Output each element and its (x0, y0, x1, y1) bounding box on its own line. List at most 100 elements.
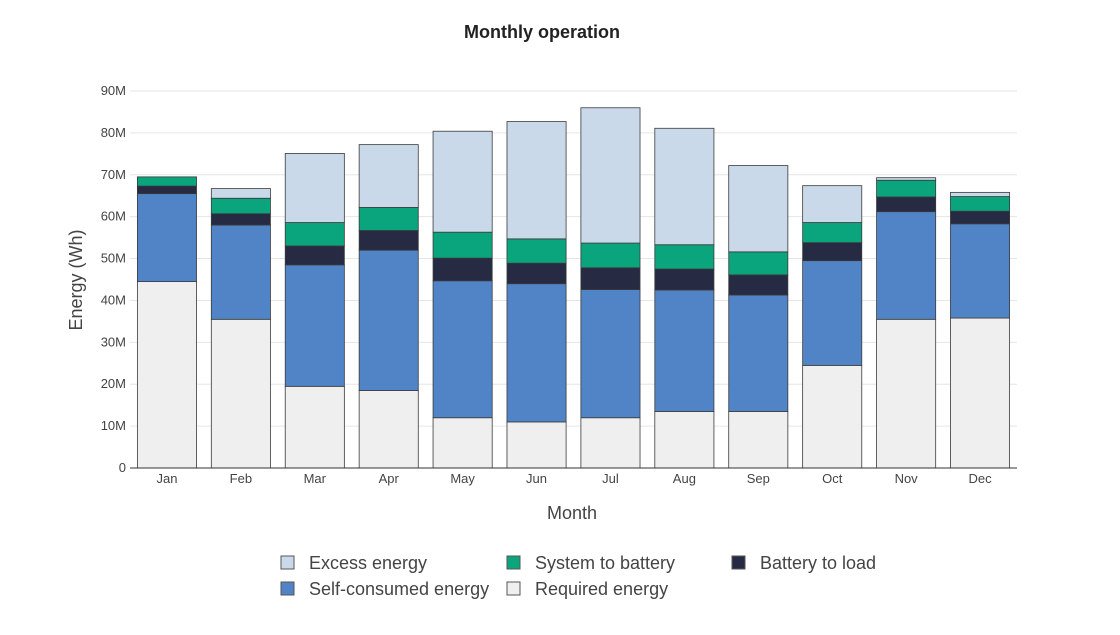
x-tick-label-may: May (450, 471, 475, 486)
bar-system-to-battery-jun (506, 238, 567, 264)
legend-label-system-to-battery: System to battery (535, 553, 675, 573)
bar-self-consumed-energy-dec (950, 223, 1011, 319)
bar-battery-to-load-jan (136, 185, 197, 195)
bar-self-consumed-energy-feb (210, 224, 271, 320)
bar-system-to-battery-dec (950, 196, 1011, 212)
bar-system-to-battery-feb (210, 197, 271, 215)
legend-label-battery-to-load: Battery to load (760, 553, 876, 573)
y-tick-label: 90M (101, 83, 126, 98)
legend-swatch-required-energy (506, 581, 521, 596)
bar-battery-to-load-jun (506, 262, 567, 285)
bar-self-consumed-energy-mar (284, 264, 345, 387)
bar-battery-to-load-oct (802, 242, 863, 262)
bar-required-energy-mar (284, 385, 345, 469)
bar-required-energy-feb (210, 318, 271, 469)
bar-battery-to-load-aug (654, 268, 715, 291)
bar-required-energy-jul (580, 417, 641, 469)
legend-swatch-excess-energy (280, 555, 295, 570)
bar-system-to-battery-apr (358, 207, 419, 231)
x-tick-label-sep: Sep (747, 471, 770, 486)
bar-self-consumed-energy-nov (876, 211, 937, 320)
y-tick-label: 0 (119, 460, 126, 475)
legend-swatch-self-consumed-energy (280, 581, 295, 596)
x-tick-label-nov: Nov (895, 471, 919, 486)
x-axis-title: Month (547, 503, 597, 523)
bar-excess-energy-jul (580, 107, 641, 244)
bar-required-energy-apr (358, 390, 419, 469)
bar-excess-energy-feb (210, 188, 271, 199)
bar-excess-energy-may (432, 130, 493, 233)
legend-swatch-system-to-battery (506, 555, 521, 570)
bar-self-consumed-energy-sep (728, 294, 789, 412)
gridlines (130, 90, 1017, 427)
x-tick-label-jul: Jul (602, 471, 619, 486)
bar-excess-energy-dec (950, 191, 1011, 197)
bar-battery-to-load-mar (284, 245, 345, 266)
bars (136, 107, 1011, 469)
bar-self-consumed-energy-oct (802, 260, 863, 366)
bar-required-energy-oct (802, 364, 863, 469)
bar-required-energy-dec (950, 317, 1011, 469)
x-axis-ticks: Jan Feb Mar Apr May Jun Jul Aug Sep Oct Nov Dec (156, 471, 992, 486)
y-tick-label: 40M (101, 292, 126, 307)
bar-system-to-battery-may (432, 231, 493, 259)
bar-excess-energy-oct (802, 185, 863, 223)
y-axis-ticks: 0 10M 20M 30M 40M 50M 60M 70M 80M 90M (101, 83, 126, 475)
y-tick-label: 80M (101, 125, 126, 140)
legend-label-required-energy: Required energy (535, 579, 668, 599)
bar-battery-to-load-dec (950, 210, 1011, 225)
bar-self-consumed-energy-apr (358, 249, 419, 391)
x-tick-label-aug: Aug (673, 471, 696, 486)
bar-self-consumed-energy-jul (580, 289, 641, 419)
bar-system-to-battery-sep (728, 251, 789, 276)
x-tick-label-mar: Mar (304, 471, 327, 486)
x-tick-label-jan: Jan (156, 471, 177, 486)
x-tick-label-apr: Apr (379, 471, 400, 486)
bar-system-to-battery-aug (654, 244, 715, 270)
bar-required-energy-jan (136, 281, 197, 469)
legend: Excess energy System to battery Battery to… (280, 553, 876, 599)
bar-system-to-battery-nov (876, 179, 937, 198)
bar-system-to-battery-mar (284, 222, 345, 247)
x-tick-label-jun: Jun (526, 471, 547, 486)
bar-self-consumed-energy-aug (654, 289, 715, 412)
bar-self-consumed-energy-jan (136, 193, 197, 282)
bar-excess-energy-aug (654, 127, 715, 246)
bar-excess-energy-mar (284, 153, 345, 223)
bar-battery-to-load-apr (358, 230, 419, 251)
bar-system-to-battery-jan (136, 176, 197, 187)
bar-battery-to-load-may (432, 257, 493, 282)
y-tick-label: 60M (101, 209, 126, 224)
bar-system-to-battery-oct (802, 222, 863, 244)
bar-required-energy-sep (728, 411, 789, 469)
bar-excess-energy-jun (506, 121, 567, 240)
y-tick-label: 10M (101, 418, 126, 433)
legend-swatch-battery-to-load (731, 555, 746, 570)
bar-excess-energy-apr (358, 144, 419, 208)
bar-required-energy-may (432, 417, 493, 469)
bar-battery-to-load-jul (580, 267, 641, 290)
y-tick-label: 20M (101, 376, 126, 391)
x-tick-label-feb: Feb (230, 471, 252, 486)
bar-battery-to-load-feb (210, 213, 271, 226)
bar-system-to-battery-jul (580, 242, 641, 269)
bar-required-energy-nov (876, 318, 937, 469)
bar-excess-energy-sep (728, 165, 789, 253)
y-tick-label: 50M (101, 251, 126, 266)
legend-label-self-consumed-energy: Self-consumed energy (309, 579, 489, 599)
bar-required-energy-aug (654, 411, 715, 469)
bar-excess-energy-nov (876, 177, 937, 181)
y-tick-label: 30M (101, 334, 126, 349)
bar-battery-to-load-nov (876, 196, 937, 213)
x-tick-label-dec: Dec (968, 471, 992, 486)
legend-label-excess-energy: Excess energy (309, 553, 427, 573)
bar-self-consumed-energy-jun (506, 283, 567, 423)
chart-title: Monthly operation (464, 22, 620, 42)
y-axis-title: Energy (Wh) (66, 229, 86, 330)
bar-required-energy-jun (506, 421, 567, 469)
x-tick-label-oct: Oct (822, 471, 843, 486)
bar-self-consumed-energy-may (432, 280, 493, 419)
bar-battery-to-load-sep (728, 274, 789, 296)
y-tick-label: 70M (101, 167, 126, 182)
